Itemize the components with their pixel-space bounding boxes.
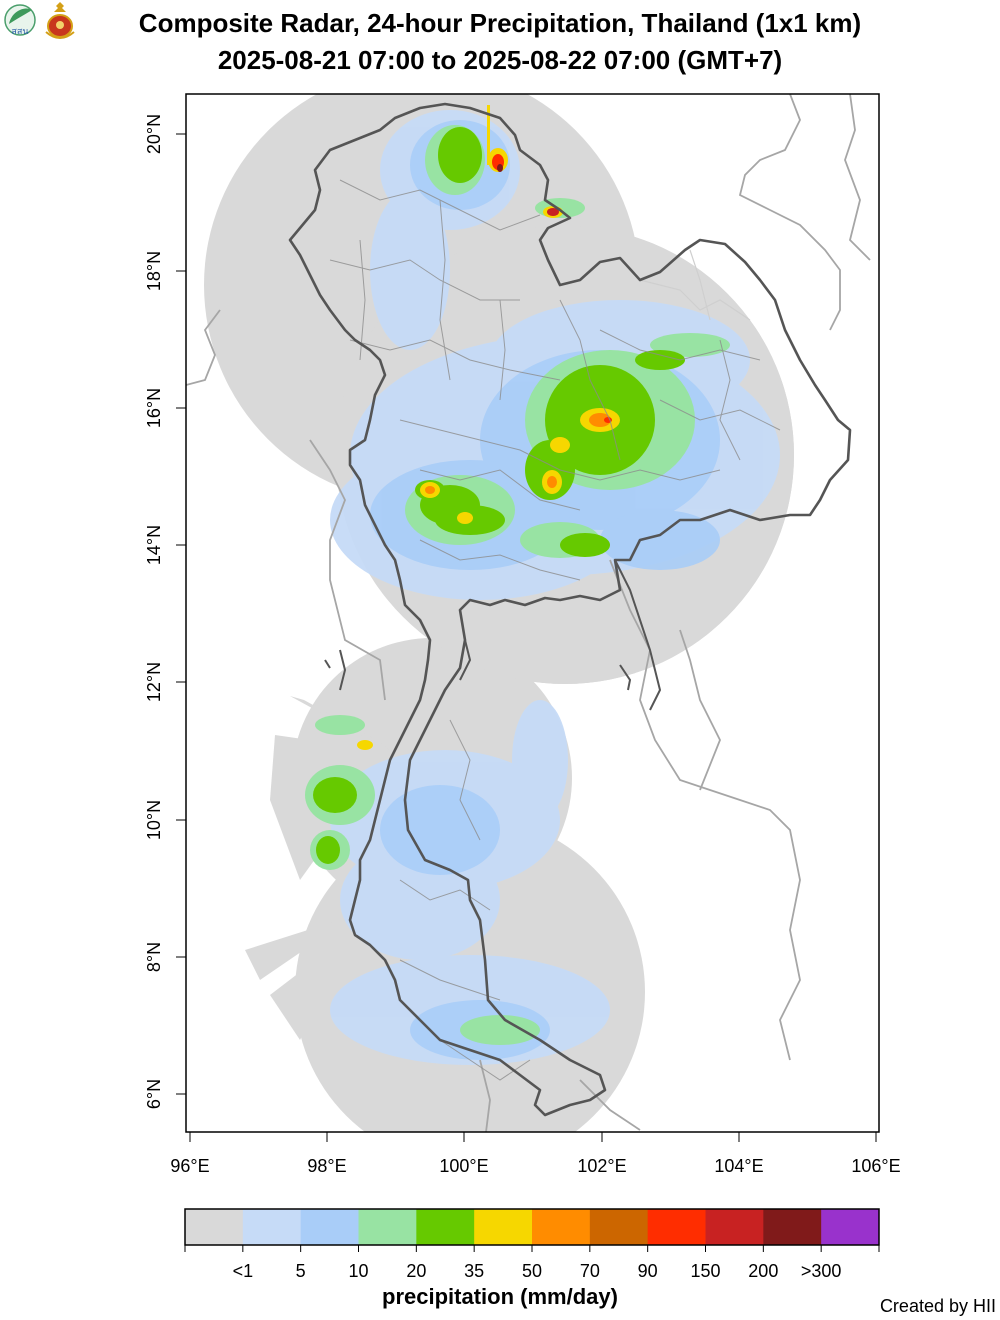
lat-tick-6: 6°N — [144, 1079, 164, 1109]
colorbar-swatch — [416, 1209, 475, 1245]
map-panel — [186, 94, 879, 1132]
colorbar-label: 20 — [406, 1261, 426, 1281]
lon-tick-102: 102°E — [577, 1156, 626, 1176]
colorbar-label: 150 — [690, 1261, 720, 1281]
lat-tick-14: 14°N — [144, 525, 164, 565]
logos: สสน — [0, 0, 80, 44]
lat-tick-8: 8°N — [144, 942, 164, 972]
lat-tick-16: 16°N — [144, 388, 164, 428]
colorbar-swatch — [647, 1209, 706, 1245]
colorbar-label: 5 — [296, 1261, 306, 1281]
chart-subtitle: 2025-08-21 07:00 to 2025-08-22 07:00 (GM… — [217, 45, 783, 75]
colorbar-swatch — [763, 1209, 822, 1245]
colorbar-swatch — [532, 1209, 591, 1245]
rain-heavy-cores — [357, 105, 620, 750]
colorbar-swatch — [242, 1209, 302, 1245]
leaf-logo: สสน — [4, 4, 36, 37]
lon-axis: 96°E 98°E 100°E 102°E 104°E 106°E — [170, 1132, 901, 1176]
laos-borders — [639, 249, 751, 321]
colorbar-swatch — [358, 1209, 417, 1245]
credit-text: Created by HII — [879, 1296, 996, 1316]
colorbar-label: <1 — [233, 1261, 254, 1281]
chart-title: Composite Radar, 24-hour Precipitation, … — [138, 8, 862, 38]
colorbar-swatch — [821, 1209, 880, 1245]
colorbar-label: 70 — [580, 1261, 600, 1281]
province-borders — [329, 179, 781, 1081]
colorbar-label: >300 — [801, 1261, 842, 1281]
lat-axis: 6°N 8°N 10°N 12°N 14°N 16°N 18°N 20°N — [144, 114, 186, 1109]
colorbar-label: 200 — [748, 1261, 778, 1281]
colorbar-label: 35 — [464, 1261, 484, 1281]
colorbar-swatch — [185, 1209, 244, 1245]
lon-tick-96: 96°E — [170, 1156, 209, 1176]
map-frame — [185, 93, 880, 1133]
colorbar-swatch — [705, 1209, 764, 1245]
lon-tick-104: 104°E — [714, 1156, 763, 1176]
colorbar-swatch — [474, 1209, 533, 1245]
lon-tick-100: 100°E — [439, 1156, 488, 1176]
lon-tick-106: 106°E — [851, 1156, 900, 1176]
colorbar-title: precipitation (mm/day) — [382, 1284, 618, 1309]
royal-emblem-logo — [45, 2, 75, 39]
lat-tick-10: 10°N — [144, 800, 164, 840]
colorbar-swatch — [300, 1209, 359, 1245]
logo-text: สสน — [11, 27, 28, 37]
thailand-border — [288, 102, 852, 1117]
lat-tick-20: 20°N — [144, 114, 164, 154]
lon-tick-98: 98°E — [307, 1156, 346, 1176]
colorbar-label: 90 — [638, 1261, 658, 1281]
neighbour-borders — [186, 94, 871, 1132]
colorbar-label: 10 — [348, 1261, 368, 1281]
coastline — [324, 559, 662, 711]
colorbar-swatch — [589, 1209, 649, 1245]
lat-tick-18: 18°N — [144, 251, 164, 291]
colorbar-label: 50 — [522, 1261, 542, 1281]
colorbar: <1 5 10 20 35 50 70 90 150 200 >300 — [184, 1208, 880, 1281]
lat-tick-12: 12°N — [144, 662, 164, 702]
